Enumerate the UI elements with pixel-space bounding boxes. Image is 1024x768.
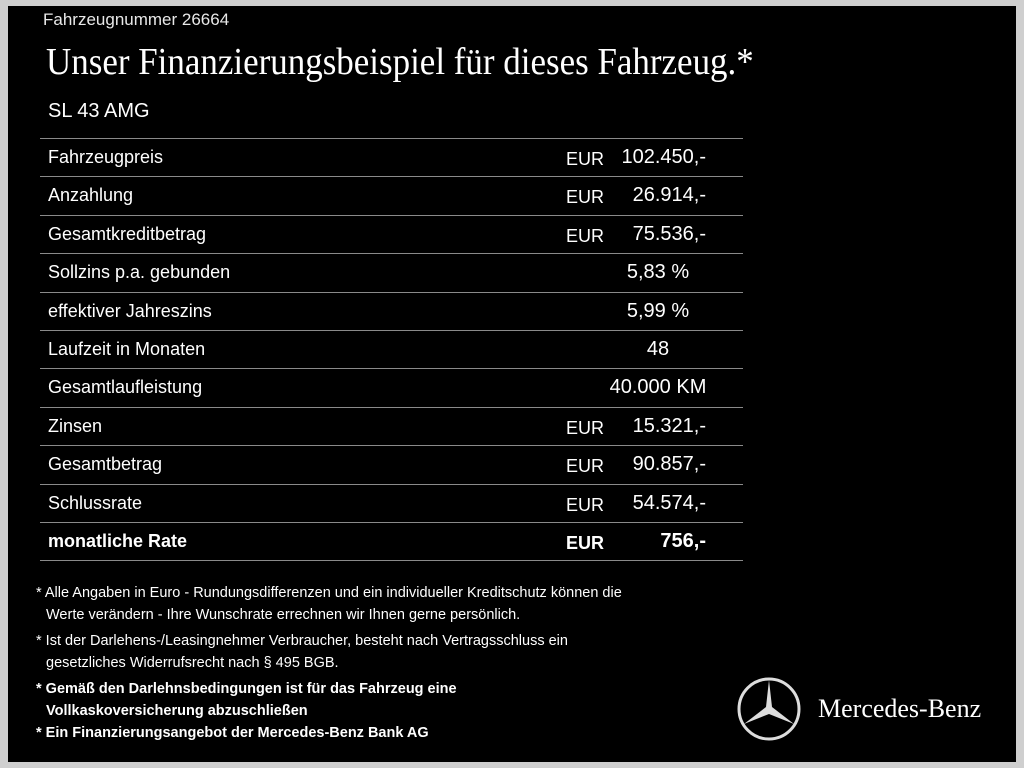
row-unit: EUR: [566, 187, 605, 208]
footnote-line: * Gemäß den Darlehnsbedingungen ist für …: [36, 681, 457, 697]
footnote-line: * Ist der Darlehens-/Leasingnehmer Verbr…: [36, 633, 568, 649]
row-amount: 90.857,-: [632, 453, 706, 476]
row-amount: 756,-: [660, 530, 706, 552]
footnote: * Gemäß den Darlehnsbedingungen ist für …: [36, 678, 457, 722]
row-amount: 26.914,-: [632, 184, 706, 207]
footnote: * Alle Angaben in Euro - Rundungsdiffere…: [36, 582, 622, 626]
row-label: Schlussrate: [48, 492, 143, 513]
footnote: * Ein Finanzierungsangebot der Mercedes-…: [36, 722, 429, 744]
panel: Fahrzeugnummer 26664 Unser Finanzierungs…: [8, 6, 1016, 762]
row-unit: EUR: [566, 494, 605, 515]
footnote-line: * Ein Finanzierungsangebot der Mercedes-…: [36, 725, 429, 741]
row-label: Fahrzeugpreis: [48, 147, 164, 167]
row-label: Gesamtbetrag: [48, 454, 163, 475]
logo-star: [737, 677, 801, 741]
row-amount: 5,99 %: [626, 299, 690, 322]
row-divider: [40, 368, 743, 370]
footnote-line: Werte verändern - Ihre Wunschrate errech…: [46, 607, 521, 623]
row-unit: EUR: [566, 533, 605, 553]
row-unit: EUR: [566, 417, 605, 438]
row-label: Gesamtlaufleistung: [48, 377, 203, 398]
row-amount: 102.450,-: [621, 146, 706, 168]
row-amount: 75.536,-: [632, 222, 706, 245]
row-label: Anzahlung: [48, 185, 134, 206]
row-divider: [40, 291, 743, 293]
title: Unser Finanzierungsbeispiel für dieses F…: [46, 41, 754, 83]
row-label: Zinsen: [48, 415, 103, 436]
row-label: effektiver Jahreszins: [48, 300, 212, 321]
row-divider: [40, 445, 743, 447]
row-divider: [40, 483, 743, 485]
row-label: Sollzins p.a. gebunden: [48, 262, 231, 283]
row-label: Laufzeit in Monaten: [48, 339, 206, 359]
row-unit: EUR: [566, 456, 605, 477]
row-amount: 5,83 %: [626, 261, 690, 284]
row-divider: [40, 176, 743, 178]
row-amount: 54.574,-: [632, 491, 706, 514]
brand-name: Mercedes-Benz: [818, 694, 982, 723]
row-amount: 15.321,-: [632, 414, 706, 437]
row-divider: [40, 330, 743, 331]
row-label: monatliche Rate: [48, 531, 188, 551]
footnote-line: Vollkaskoversicherung abzuschließen: [46, 703, 308, 719]
vehicle-number: Fahrzeugnummer 26664: [43, 10, 230, 29]
row-unit: EUR: [566, 225, 605, 246]
footnote-line: gesetzliches Widerrufsrecht nach § 495 B…: [46, 655, 339, 671]
row-divider: [40, 138, 743, 139]
row-divider: [40, 522, 743, 523]
footnote: * Ist der Darlehens-/Leasingnehmer Verbr…: [36, 630, 568, 674]
row-divider: [40, 214, 743, 216]
row-divider: [40, 253, 743, 255]
footnote-line: * Alle Angaben in Euro - Rundungsdiffere…: [36, 585, 622, 601]
row-label: Gesamtkreditbetrag: [48, 223, 207, 244]
row-divider: [40, 560, 743, 562]
row-amount: 48: [646, 338, 670, 360]
row-amount: 40.000 KM: [609, 376, 707, 399]
model: SL 43 AMG: [48, 100, 150, 122]
row-divider: [40, 406, 743, 408]
row-unit: EUR: [566, 149, 605, 169]
